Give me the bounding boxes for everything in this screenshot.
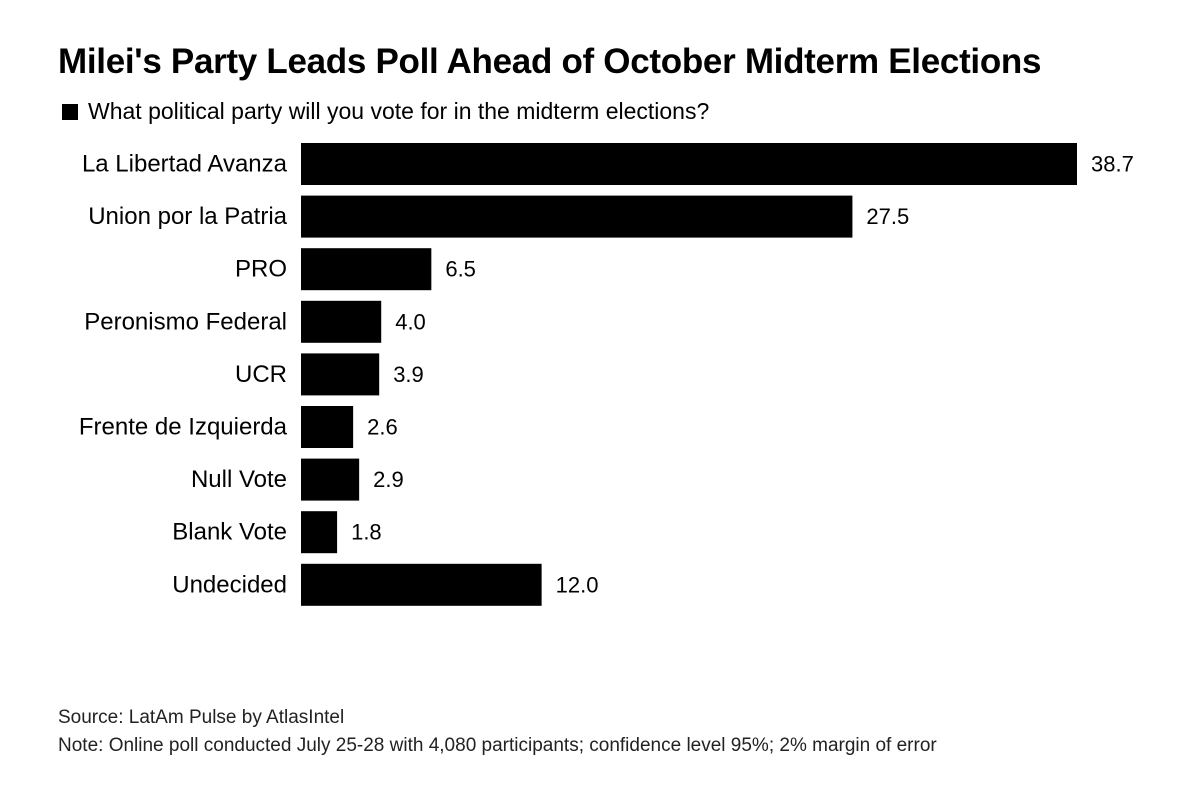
bar-union-por-la-patria bbox=[301, 195, 853, 238]
category-label-undecided: Undecided bbox=[172, 571, 287, 598]
bar-blank-vote bbox=[301, 511, 338, 554]
value-label-la-libertad-avanza: 38.7 bbox=[1091, 152, 1134, 177]
bar-pro bbox=[301, 248, 432, 291]
bar-null-vote bbox=[301, 458, 360, 501]
category-label-union-por-la-patria: Union por la Patria bbox=[88, 203, 287, 230]
value-label-peronismo-federal: 4.0 bbox=[395, 309, 426, 334]
bar-la-libertad-avanza bbox=[301, 143, 1077, 185]
value-label-null-vote: 2.9 bbox=[373, 467, 404, 492]
bar-ucr bbox=[301, 353, 380, 396]
chart-title: Milei's Party Leads Poll Ahead of Octobe… bbox=[58, 42, 1042, 81]
category-label-blank-vote: Blank Vote bbox=[172, 519, 287, 546]
methodology-note: Note: Online poll conducted July 25-28 w… bbox=[58, 735, 937, 756]
value-label-union-por-la-patria: 27.5 bbox=[866, 204, 909, 229]
category-label-null-vote: Null Vote bbox=[191, 466, 287, 493]
category-label-ucr: UCR bbox=[235, 361, 287, 388]
legend-label: What political party will you vote for i… bbox=[88, 98, 710, 124]
value-label-undecided: 12.0 bbox=[556, 572, 599, 597]
category-label-frente-de-izquierda: Frente de Izquierda bbox=[79, 414, 288, 441]
source-note: Source: LatAm Pulse by AtlasIntel bbox=[58, 707, 345, 728]
legend-swatch bbox=[62, 103, 78, 120]
value-label-blank-vote: 1.8 bbox=[351, 520, 382, 545]
value-label-frente-de-izquierda: 2.6 bbox=[367, 415, 398, 440]
category-label-pro: PRO bbox=[235, 256, 287, 283]
bar-frente-de-izquierda bbox=[301, 406, 354, 448]
bar-peronismo-federal bbox=[301, 300, 382, 343]
value-label-ucr: 3.9 bbox=[393, 362, 424, 387]
value-label-pro: 6.5 bbox=[445, 257, 476, 282]
category-label-la-libertad-avanza: La Libertad Avanza bbox=[82, 151, 288, 178]
category-label-peronismo-federal: Peronismo Federal bbox=[84, 308, 287, 335]
bar-undecided bbox=[301, 563, 542, 606]
chart-legend: What political party will you vote for i… bbox=[62, 98, 709, 125]
